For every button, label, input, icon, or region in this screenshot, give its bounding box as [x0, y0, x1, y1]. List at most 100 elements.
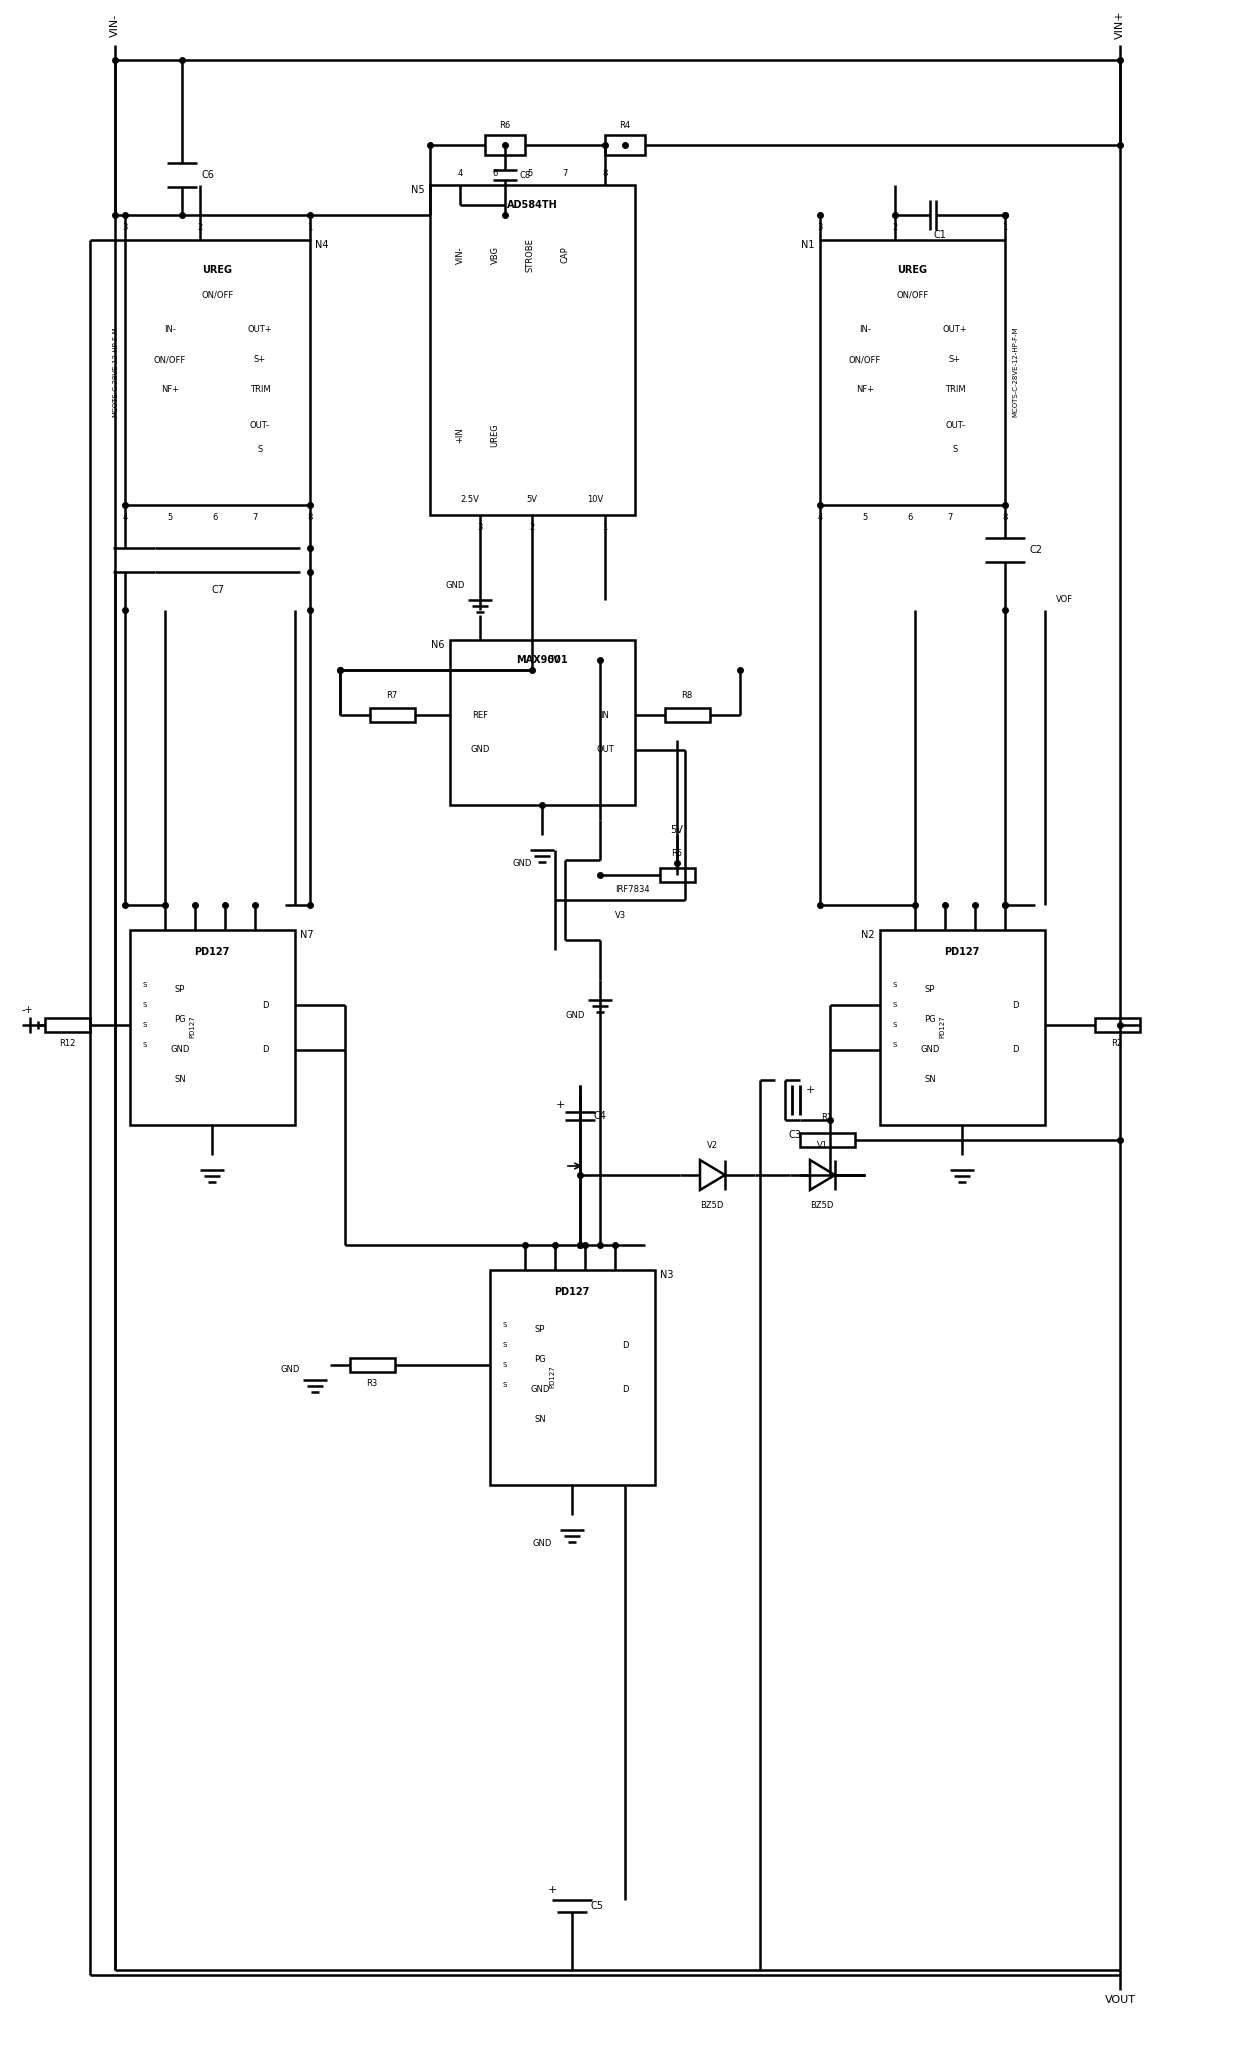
Text: UREG: UREG: [491, 424, 500, 446]
Text: +IN: +IN: [455, 428, 465, 442]
Text: R12: R12: [58, 1039, 76, 1047]
Text: 3: 3: [477, 523, 482, 531]
Bar: [880, 930, 1045, 1126]
Text: 1: 1: [1002, 223, 1008, 233]
Text: PD127: PD127: [939, 1016, 945, 1039]
Text: MCOTS-C-28VE-12-HP-F-M: MCOTS-C-28VE-12-HP-F-M: [1012, 326, 1018, 417]
Text: 10V: 10V: [587, 496, 603, 504]
Text: PG: PG: [924, 1016, 936, 1025]
Text: GND: GND: [280, 1366, 300, 1374]
Text: PD127: PD127: [195, 946, 229, 957]
Text: GND: GND: [445, 581, 465, 589]
Text: STROBE: STROBE: [526, 238, 534, 273]
Text: SN: SN: [174, 1076, 186, 1085]
Text: S: S: [502, 1361, 507, 1368]
Text: 5: 5: [167, 512, 172, 521]
Text: GND: GND: [170, 1045, 190, 1054]
Text: ON/OFF: ON/OFF: [897, 291, 929, 300]
Text: D: D: [621, 1341, 629, 1349]
Text: C1: C1: [934, 229, 946, 240]
Text: N1: N1: [801, 240, 815, 250]
Text: C4: C4: [594, 1112, 606, 1122]
Text: CAP: CAP: [560, 246, 569, 262]
Text: NF+: NF+: [161, 386, 179, 395]
Text: 5V: 5V: [547, 655, 560, 665]
Text: D: D: [621, 1386, 629, 1395]
Bar: [665, 709, 711, 721]
Text: 5: 5: [527, 169, 533, 178]
Text: PG: PG: [534, 1355, 546, 1364]
Text: 7: 7: [562, 169, 568, 178]
Text: GND: GND: [920, 1045, 940, 1054]
Text: UREG: UREG: [202, 264, 233, 275]
Bar: [350, 1357, 396, 1372]
Text: 4: 4: [458, 169, 463, 178]
Text: PD127: PD127: [188, 1016, 195, 1039]
Text: ON/OFF: ON/OFF: [154, 355, 186, 364]
Text: GND: GND: [532, 1539, 552, 1547]
Text: 7: 7: [947, 512, 952, 521]
Text: OUT+: OUT+: [248, 326, 273, 335]
Text: V2: V2: [707, 1140, 718, 1149]
Text: 2.5V: 2.5V: [460, 496, 480, 504]
Text: -+: -+: [21, 1004, 32, 1014]
Text: N3: N3: [660, 1271, 673, 1281]
Text: 8: 8: [308, 512, 312, 521]
Bar: [800, 1132, 856, 1147]
Text: TRIM: TRIM: [249, 386, 270, 395]
Text: REF: REF: [472, 711, 489, 719]
Text: C8: C8: [520, 171, 531, 180]
Bar: [45, 1019, 91, 1033]
Text: IN: IN: [600, 711, 609, 719]
Text: VIN+: VIN+: [1115, 10, 1125, 39]
Text: N4: N4: [315, 240, 329, 250]
Bar: [1095, 1019, 1140, 1033]
Text: R1: R1: [821, 1114, 832, 1122]
Text: AD584TH: AD584TH: [507, 200, 558, 211]
Text: OUT+: OUT+: [942, 326, 967, 335]
Text: S: S: [893, 981, 898, 988]
Text: S: S: [893, 1002, 898, 1008]
Text: R6: R6: [500, 120, 511, 130]
Text: 6: 6: [212, 512, 218, 521]
Text: 2: 2: [529, 523, 534, 531]
Text: SP: SP: [534, 1326, 546, 1335]
Text: 5: 5: [862, 512, 868, 521]
Text: 1: 1: [308, 223, 312, 233]
Text: V3: V3: [615, 911, 626, 919]
Bar: [370, 709, 415, 721]
Text: 2: 2: [197, 223, 202, 233]
Text: V1: V1: [816, 1140, 827, 1149]
Text: GND: GND: [565, 1010, 585, 1019]
Bar: [125, 240, 310, 504]
Text: ON/OFF: ON/OFF: [201, 291, 233, 300]
Text: IRF7834: IRF7834: [615, 886, 650, 895]
Text: S: S: [893, 1041, 898, 1047]
Text: +: +: [547, 1884, 557, 1895]
Text: OUT-: OUT-: [945, 421, 965, 430]
Text: VBG: VBG: [491, 246, 500, 264]
Text: D: D: [262, 1000, 268, 1010]
Text: OUT: OUT: [596, 746, 614, 754]
Text: R7: R7: [387, 690, 398, 700]
Text: IN-: IN-: [164, 326, 176, 335]
Text: S+: S+: [254, 355, 267, 364]
Text: R8: R8: [681, 690, 693, 700]
Text: PG: PG: [174, 1016, 186, 1025]
Text: C3: C3: [789, 1130, 801, 1140]
Text: 5V: 5V: [527, 496, 537, 504]
Text: UREG: UREG: [898, 264, 928, 275]
Text: 8: 8: [603, 169, 608, 178]
Text: C7: C7: [211, 585, 224, 595]
Text: D: D: [262, 1045, 268, 1054]
Text: 7: 7: [252, 512, 258, 521]
Bar: [450, 640, 635, 806]
Text: GND: GND: [512, 859, 532, 868]
Text: SN: SN: [534, 1415, 546, 1423]
Text: N5: N5: [412, 186, 425, 194]
Text: VIN-: VIN-: [110, 12, 120, 37]
Text: 4: 4: [817, 512, 822, 521]
Text: VOUT: VOUT: [1105, 1996, 1136, 2004]
Text: N6: N6: [432, 640, 445, 651]
Bar: [130, 930, 295, 1126]
